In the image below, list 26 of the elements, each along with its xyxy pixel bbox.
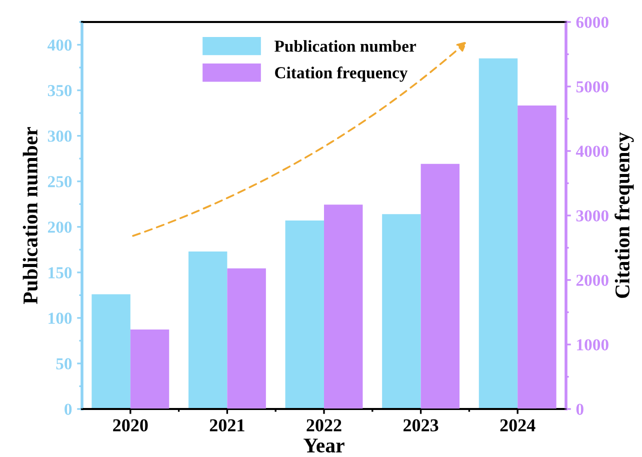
y-tick-label: 50 <box>56 358 72 370</box>
x-tick-label: 2023 <box>404 419 438 432</box>
y-tick-label: 150 <box>48 267 72 278</box>
y2-axis-title: Citation frequency <box>614 132 634 298</box>
y2-tick-label: 2000 <box>576 274 608 286</box>
y-tick-label: 400 <box>48 39 72 51</box>
x-tick-label: 2024 <box>500 419 536 432</box>
y-tick-label: 0 <box>64 404 72 415</box>
y-tick-label: 350 <box>48 84 72 96</box>
y2-tick-label: 3000 <box>576 210 608 222</box>
y-tick-label: 250 <box>48 176 72 188</box>
x-axis-title: Year <box>304 438 344 453</box>
x-tick-label: 2021 <box>210 419 244 432</box>
legend-label: Publication number <box>274 40 416 52</box>
y-axis-title: Publication number <box>22 127 38 304</box>
legend-label: Citation frequency <box>275 66 408 82</box>
y2-tick-label: 4000 <box>576 146 608 157</box>
y-tick-label: 200 <box>48 222 72 233</box>
y-tick-label: 100 <box>48 312 72 324</box>
y2-tick-label: 6000 <box>576 16 608 28</box>
y2-tick-label: 5000 <box>576 81 608 92</box>
x-tick-label: 2020 <box>113 419 148 432</box>
y-tick-label: 300 <box>48 130 72 142</box>
y2-tick-label: 1000 <box>577 339 608 350</box>
x-tick-label: 2022 <box>306 419 342 432</box>
y2-tick-label: 0 <box>576 404 584 415</box>
